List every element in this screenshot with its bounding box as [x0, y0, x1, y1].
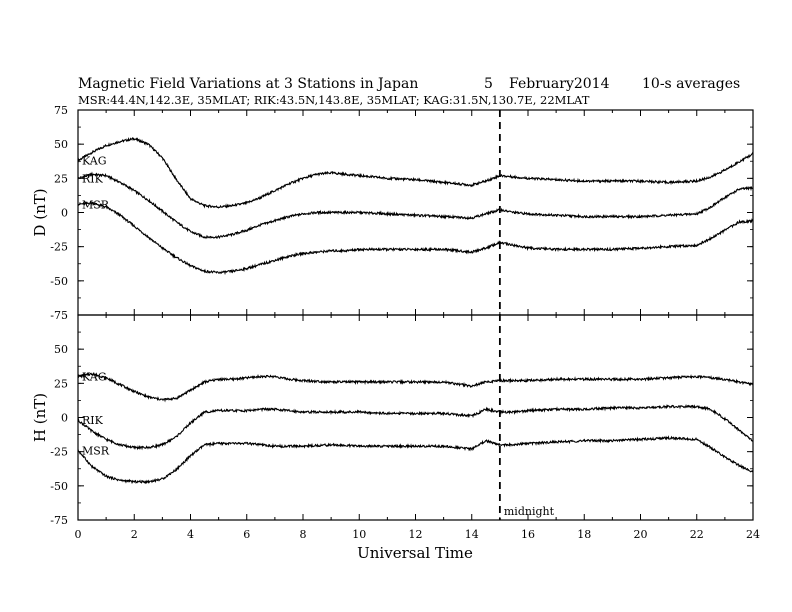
- panel-2-ytick-label: -25: [50, 446, 68, 459]
- panel-1-series-rik-line: [77, 171, 754, 240]
- x-tick-label: 6: [243, 528, 250, 541]
- chart-date-month-year: February2014: [509, 76, 610, 92]
- chart-title: Magnetic Field Variations at 3 Stations …: [78, 76, 418, 92]
- x-tick-label: 4: [187, 528, 194, 541]
- panels-group: 75 50 25 0 -25 -50 -75 D (nT) KAG RIK MSR 50 25 0 -25 -…: [31, 104, 760, 541]
- x-tick-label: 12: [409, 528, 423, 541]
- chart-subtitle: MSR:44.4N,142.3E, 35MLAT; RIK:43.5N,143.…: [78, 93, 590, 107]
- x-tick-label: 0: [75, 528, 82, 541]
- panel-2-series-rik-line: [77, 404, 754, 451]
- panel-1-ytick-label: 50: [54, 138, 68, 151]
- chart-date-day: 5: [484, 76, 493, 92]
- panel-2-series-msr-line: [77, 435, 754, 485]
- panel-2-series-rik-label: RIK: [82, 414, 104, 427]
- panel-2-ytick-label: 50: [54, 343, 68, 356]
- chart-averaging: 10-s averages: [642, 76, 740, 92]
- panel-2-series-kag-label: KAG: [82, 371, 107, 384]
- panel-1-series-msr-label: MSR: [82, 198, 110, 211]
- x-tick-label: 20: [634, 528, 648, 541]
- panel-1-series-msr-line: [77, 201, 754, 276]
- panel-2-ytick-label: -75: [50, 514, 68, 527]
- x-tick-label: 22: [690, 528, 704, 541]
- panel-2-y-axis-label: H (nT): [31, 393, 49, 442]
- panel-1-ytick-label: 25: [54, 172, 68, 185]
- panel-1-frame: [77, 109, 754, 316]
- panel-1-ytick-label: -25: [50, 241, 68, 254]
- x-tick-label: 2: [131, 528, 138, 541]
- midnight-marker-label: midnight: [504, 505, 555, 518]
- panel-2-ytick-label: 0: [61, 412, 68, 425]
- panel-1-series-kag-line: [77, 136, 754, 209]
- panel-2-ytick-label: 25: [54, 377, 68, 390]
- panel-2-series-msr-label: MSR: [82, 444, 110, 457]
- x-tick-label: 8: [300, 528, 307, 541]
- panel-1-series-kag-label: KAG: [82, 155, 107, 168]
- panel-1-ytick-label: 0: [61, 207, 68, 220]
- panel-1-y-axis-label: D (nT): [31, 188, 49, 236]
- panel-1-ytick-label: -75: [50, 309, 68, 322]
- panel-1-ytick-label: 75: [54, 104, 68, 117]
- x-tick-label: 24: [746, 528, 760, 541]
- x-axis-label: Universal Time: [357, 544, 473, 562]
- panel-2-frame: [77, 314, 754, 521]
- x-tick-label: 10: [352, 528, 366, 541]
- panel-1-series-rik-label: RIK: [82, 172, 104, 185]
- x-tick-label: 18: [577, 528, 591, 541]
- x-tick-label: 14: [465, 528, 479, 541]
- x-tick-label: 16: [521, 528, 535, 541]
- panel-2-series-kag-line: [77, 372, 754, 403]
- panel-1-ytick-label: -50: [50, 275, 68, 288]
- panel-2-ytick-label: -50: [50, 480, 68, 493]
